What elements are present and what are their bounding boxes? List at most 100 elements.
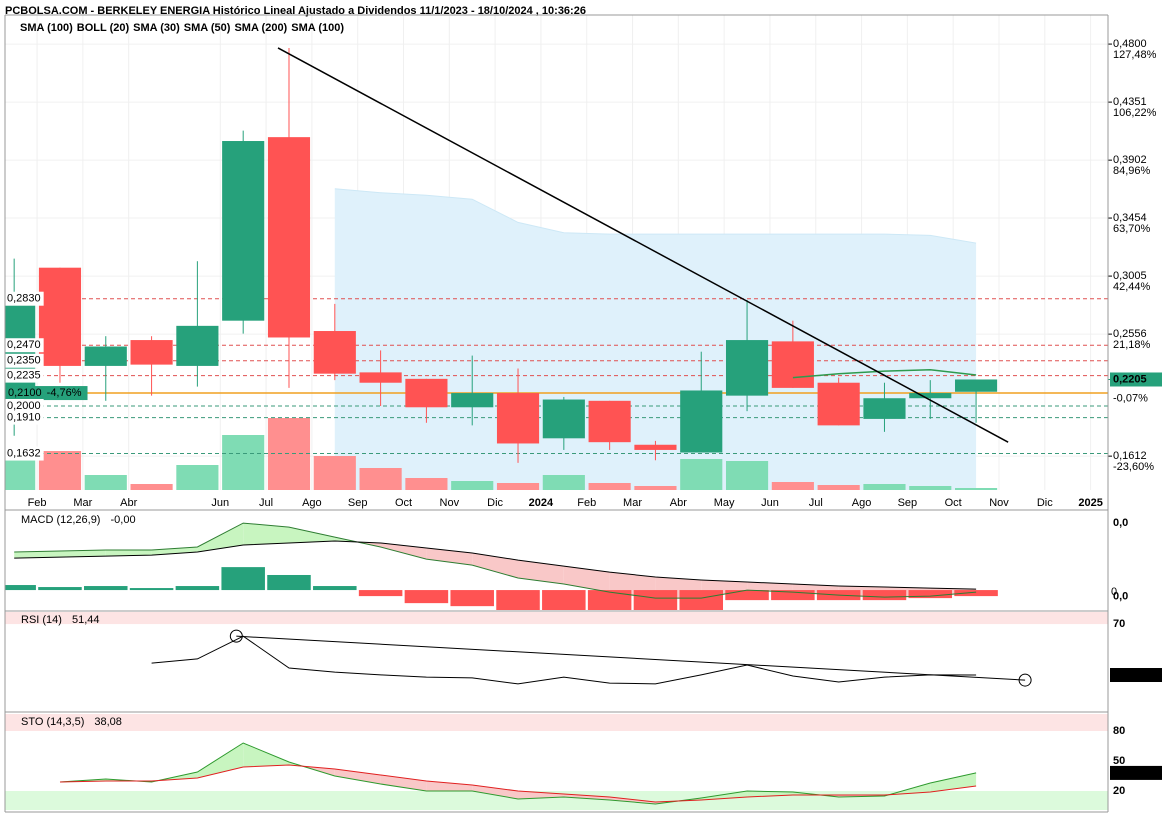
fill-between <box>380 775 427 791</box>
y2-tick-label: -23,60% <box>1113 461 1154 473</box>
level-label-bg <box>5 446 44 461</box>
trendline <box>277 47 1009 443</box>
band-upper <box>334 188 977 244</box>
volume-bar <box>5 458 36 490</box>
y2-tick-label: 106,22% <box>1113 107 1157 119</box>
trend-point <box>229 629 243 643</box>
last-value-label: 38,086 <box>1113 767 1147 779</box>
d-line <box>59 764 977 803</box>
candle-body <box>909 393 952 399</box>
level-label: 0,2000 <box>7 400 41 412</box>
volume-bar <box>634 486 677 490</box>
histogram-bar <box>313 586 357 591</box>
trend-point <box>1018 673 1032 687</box>
level-label: 0,2235 <box>7 370 41 382</box>
histogram-bar <box>633 590 678 610</box>
fill-between <box>60 550 106 558</box>
volume-bar <box>130 484 173 490</box>
fill-between <box>243 743 289 767</box>
level-label: 0,2830 <box>7 293 41 305</box>
y-tick-label: 20 <box>1113 785 1125 797</box>
fill-between <box>563 794 610 800</box>
histogram-bar <box>725 590 769 601</box>
volume-bar <box>313 456 356 490</box>
level-label-bg <box>5 291 44 306</box>
candle-body <box>176 325 219 366</box>
histogram-bar <box>38 587 82 591</box>
x-tick-label: Sep <box>348 497 368 509</box>
histogram-bar <box>358 590 403 597</box>
fill-between <box>105 550 152 557</box>
histogram-bar <box>84 586 128 591</box>
x-tick-label: Dic <box>487 497 503 509</box>
y-tick-label: 0,1612 <box>1113 450 1147 462</box>
volume-bar <box>496 483 540 490</box>
last-price-label: 0,2205 <box>1113 373 1147 385</box>
overbought-zone <box>5 714 1108 731</box>
fill-between <box>518 560 564 584</box>
x-tick-label: Jun <box>761 497 779 509</box>
candle-body <box>405 378 448 408</box>
level-label: 0,2100 <box>8 387 42 399</box>
legend-entry: BOLL (20) <box>77 22 130 34</box>
last-value-label: 0 <box>1111 586 1117 598</box>
y2-tick-label: 127,48% <box>1113 49 1157 61</box>
level-label: 0,2350 <box>7 355 41 367</box>
volume-bar <box>451 481 494 490</box>
histogram-bar <box>129 588 174 591</box>
last-value-label-bg <box>1110 765 1162 780</box>
panel-2 <box>5 612 1108 687</box>
candle-body <box>634 444 677 450</box>
histogram-bar <box>862 590 907 601</box>
histogram-bar <box>771 590 815 601</box>
y-tick-label: 0,0 <box>1113 517 1128 529</box>
panel-value: -0,00 <box>110 514 135 526</box>
y2-tick-label: 42,44% <box>1113 281 1151 293</box>
x-tick-label: Feb <box>28 497 47 509</box>
last-price-label-bg <box>1110 372 1162 387</box>
level-label-bg <box>5 338 44 353</box>
volume-bar <box>955 488 998 490</box>
histogram-bar <box>908 590 953 599</box>
x-tick-label: Jul <box>259 497 273 509</box>
volume-bar <box>359 468 402 490</box>
volume-bar <box>588 483 631 490</box>
candle-body <box>680 390 723 453</box>
volume-bar <box>909 486 952 490</box>
panel-value: 51,44 <box>72 614 100 626</box>
legend-entry: SMA (30) <box>133 22 180 34</box>
legend-entry: SMA (100) <box>20 22 73 34</box>
volume-bar <box>222 435 265 490</box>
volume-bar <box>725 461 769 490</box>
x-tick-label: Oct <box>395 497 412 509</box>
level-label-bg <box>5 398 44 413</box>
page-title: PCBOLSA.COM - BERKELEY ENERGIA Histórico… <box>5 5 586 17</box>
level-label: 0,1632 <box>7 447 41 459</box>
y2-tick-label: 21,18% <box>1113 339 1151 351</box>
y-tick-label: 0,4351 <box>1113 96 1147 108</box>
level-label-bg <box>5 410 44 425</box>
volume-bar <box>680 459 723 490</box>
volume-bar <box>771 482 814 490</box>
fill-between <box>334 769 381 784</box>
fill-between <box>747 582 793 593</box>
fill-between <box>426 548 473 566</box>
panel-title: STO (14,3,5) <box>21 716 84 728</box>
histogram-bar <box>679 590 724 610</box>
x-tick-label: Abr <box>670 497 687 509</box>
volume-bar <box>863 484 906 490</box>
candle-body <box>588 400 631 443</box>
candle-body <box>771 341 814 388</box>
panel-value: 38,08 <box>94 716 122 728</box>
histogram-bar <box>542 590 586 610</box>
overbought-zone <box>5 612 1108 625</box>
x-tick-label: Feb <box>577 497 596 509</box>
legend-entry: SMA (200) <box>234 22 287 34</box>
panel-3 <box>5 714 1108 810</box>
candle-body <box>38 267 82 366</box>
candle-body <box>222 141 265 321</box>
fill-between <box>197 523 244 552</box>
candle-body <box>359 372 402 383</box>
candle-body <box>863 398 906 419</box>
